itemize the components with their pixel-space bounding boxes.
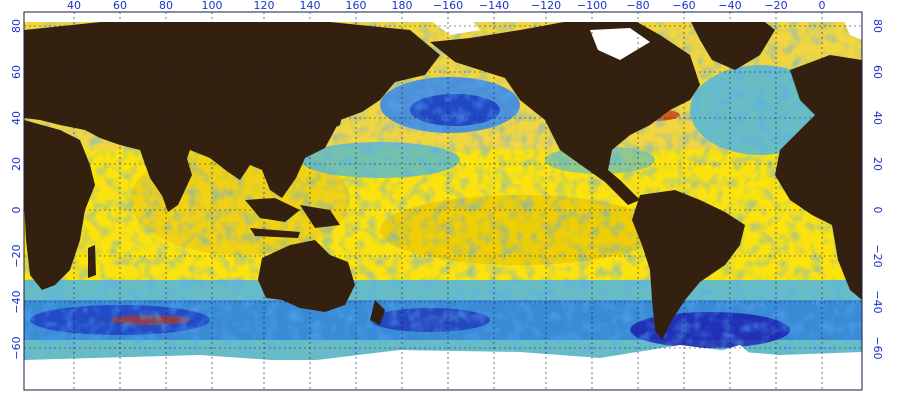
eurasia-landmass bbox=[24, 18, 440, 200]
lat-label-right: 20 bbox=[871, 157, 884, 171]
japan-landmass bbox=[330, 95, 346, 130]
antarctic-peninsula-ice bbox=[690, 345, 760, 390]
latitude-labels-left: 80 60 40 20 0 −20 −40 −60 bbox=[10, 19, 23, 360]
greenland-landmass bbox=[690, 18, 775, 70]
lon-label: 60 bbox=[113, 0, 127, 12]
graticule bbox=[24, 12, 862, 390]
maritime-continent bbox=[245, 198, 340, 238]
lon-label: 160 bbox=[346, 0, 367, 12]
lat-label-right: −40 bbox=[871, 290, 884, 313]
lon-label: −80 bbox=[626, 0, 649, 12]
lat-label-right: 80 bbox=[871, 19, 884, 33]
lon-label: −120 bbox=[531, 0, 561, 12]
lon-label: −40 bbox=[718, 0, 741, 12]
europe-africa-east-landmass bbox=[775, 55, 862, 300]
lon-label: −100 bbox=[577, 0, 607, 12]
new-zealand-landmass bbox=[370, 300, 385, 325]
lat-label-left: 60 bbox=[10, 65, 23, 79]
lon-label: −60 bbox=[672, 0, 695, 12]
lon-label: 80 bbox=[159, 0, 173, 12]
lat-label-right: 0 bbox=[871, 207, 884, 214]
lon-label: 140 bbox=[300, 0, 321, 12]
lon-label: 100 bbox=[202, 0, 223, 12]
lon-label: 40 bbox=[67, 0, 81, 12]
india-landmass bbox=[150, 150, 192, 212]
south-america-landmass bbox=[632, 190, 745, 340]
lon-label: −20 bbox=[764, 0, 787, 12]
north-america-landmass bbox=[430, 18, 700, 205]
lon-label: 180 bbox=[392, 0, 413, 12]
lat-label-left: −20 bbox=[10, 244, 23, 267]
map-frame bbox=[23, 11, 863, 391]
ocean-anomaly-field bbox=[24, 12, 862, 390]
africa-landmass bbox=[24, 120, 95, 290]
lon-label: −160 bbox=[433, 0, 463, 12]
lat-label-left: 0 bbox=[10, 207, 23, 214]
longitude-labels: 40 60 80 100 120 140 160 180 −160 −140 −… bbox=[67, 0, 826, 12]
australia-landmass bbox=[258, 240, 355, 312]
british-isles-landmass bbox=[812, 78, 826, 100]
lat-label-right: −60 bbox=[871, 336, 884, 359]
lat-label-right: 60 bbox=[871, 65, 884, 79]
lat-label-right: 40 bbox=[871, 111, 884, 125]
lat-label-left: 80 bbox=[10, 19, 23, 33]
lat-label-left: 40 bbox=[10, 111, 23, 125]
lat-label-left: −40 bbox=[10, 290, 23, 313]
latitude-labels-right: 80 60 40 20 0 −20 −40 −60 bbox=[871, 19, 884, 360]
lon-label: 120 bbox=[254, 0, 275, 12]
sea-ice-regions bbox=[24, 12, 862, 390]
lat-label-left: 20 bbox=[10, 157, 23, 171]
land-masses bbox=[24, 18, 862, 340]
lon-label: 0 bbox=[819, 0, 826, 12]
lat-label-right: −20 bbox=[871, 244, 884, 267]
madagascar-landmass bbox=[88, 245, 96, 278]
lat-label-left: −60 bbox=[10, 336, 23, 359]
lon-label: −140 bbox=[479, 0, 509, 12]
